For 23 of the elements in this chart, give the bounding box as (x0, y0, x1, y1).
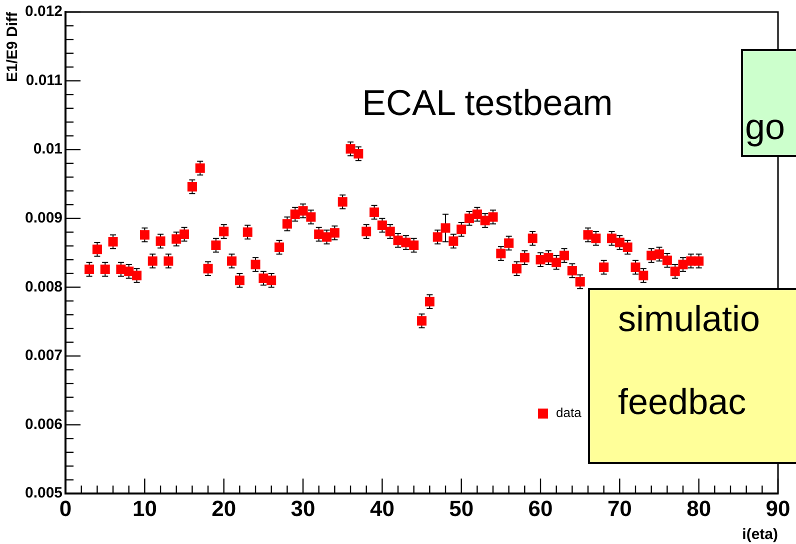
y-axis-title: E1/E9 Diff (4, 11, 22, 82)
y-tick-label: 0.011 (26, 72, 63, 89)
x-tick-label: 60 (528, 496, 553, 521)
y-tick-label: 0.008 (24, 278, 63, 296)
x-axis-title: i(eta) (742, 526, 778, 544)
annotation: simulatio feedbac (588, 288, 796, 464)
y-tick-label: 0.009 (24, 210, 63, 227)
x-tick-label: 50 (449, 496, 474, 521)
y-tick-label: 0.007 (24, 347, 63, 364)
legend-label: data (556, 405, 582, 420)
x-tick-label: 90 (766, 496, 790, 521)
y-tick-label: 0.005 (24, 484, 63, 502)
x-tick-label: 70 (607, 496, 632, 521)
x-tick-label: 20 (212, 496, 236, 521)
annotation: go (741, 49, 796, 157)
x-tick-label: 10 (132, 496, 157, 521)
x-tick-label: 30 (290, 496, 316, 521)
x-tick-label: 40 (370, 496, 394, 521)
y-tick-label: 0.01 (33, 140, 63, 158)
annotation: ECAL testbeam (362, 82, 613, 124)
y-tick-label: 0.012 (24, 3, 63, 20)
y-tick-label: 0.006 (24, 416, 63, 433)
x-tick-label: 80 (686, 496, 712, 521)
